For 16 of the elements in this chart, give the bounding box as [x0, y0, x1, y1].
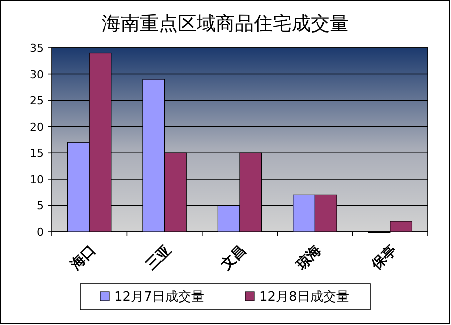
x-tick-label: 三亚 [143, 242, 175, 274]
y-tick-label: 0 [37, 226, 44, 239]
x-tick-label: 海口 [68, 242, 100, 274]
y-tick-label: 20 [30, 120, 44, 134]
x-tick-label: 保亭 [368, 242, 400, 274]
y-tick-label: 5 [37, 200, 44, 213]
y-tick-label: 15 [30, 147, 44, 160]
y-tick-label: 30 [30, 68, 44, 82]
x-tick-label: 文昌 [217, 242, 250, 274]
y-tick-label: 10 [30, 173, 44, 186]
y-tick-label: 25 [30, 94, 44, 108]
chart-title: 海南重点区域商品住宅成交量 [102, 13, 349, 35]
legend-label: 12月8日成交量 [260, 289, 350, 305]
x-tick-label: 琼海 [292, 242, 325, 274]
y-tick-label: 35 [30, 42, 44, 55]
legend-label: 12月7日成交量 [114, 289, 204, 305]
